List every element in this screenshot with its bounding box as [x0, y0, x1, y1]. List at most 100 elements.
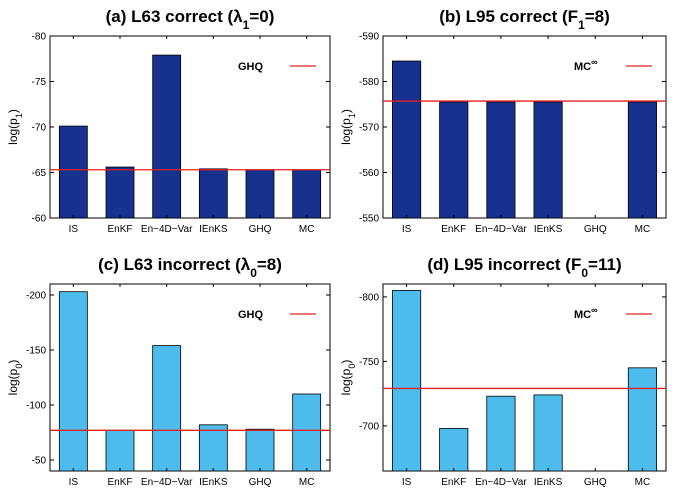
bar-enkf	[105, 429, 135, 472]
x-tick-label: GHQ	[584, 224, 607, 235]
bar-en-4d-var	[152, 345, 182, 472]
legend-label-part-0: MC	[574, 61, 591, 73]
y-axis-label-part-0: log(p	[339, 118, 353, 145]
x-tick-label: GHQ	[249, 224, 272, 235]
bar-mc	[292, 393, 322, 472]
y-tick-label: -80	[32, 32, 47, 43]
panel-title-part-0: (b) L95 correct (F	[439, 7, 578, 26]
y-tick-label: -100	[26, 401, 46, 412]
bar-ienks	[198, 424, 228, 472]
y-axis-label-part-1: 0	[347, 364, 357, 369]
bar-mc	[627, 101, 657, 219]
y-axis-label: log(p1)	[339, 109, 357, 145]
panel-0: IS EnKF En−4D−Var IEnKS GHQ MC -60 -65 -70 -75 -80…	[6, 7, 331, 235]
panel-title-part-2: =8)	[585, 7, 610, 26]
bar-is	[392, 60, 422, 219]
bar-ienks	[533, 394, 563, 472]
y-tick-label: -800	[359, 292, 379, 303]
x-tick-label: GHQ	[249, 477, 272, 488]
x-tick-label: IS	[69, 477, 79, 488]
x-tick-label: IS	[402, 224, 412, 235]
bar-en-4d-var	[152, 54, 182, 219]
x-tick-label: En−4D−Var	[475, 477, 527, 488]
bar-ienks	[198, 168, 228, 219]
bar-enkf	[439, 101, 469, 219]
y-axis-label-part-2: )	[339, 360, 353, 364]
plot-frame	[382, 283, 667, 472]
y-tick-label: -580	[359, 77, 379, 88]
y-axis-label-part-2: )	[339, 109, 353, 113]
y-axis-label-part-1: 0	[14, 364, 24, 369]
panel-3: IS EnKF En−4D−Var IEnKS GHQ MC-700-750-800MC∞…	[339, 255, 667, 488]
y-tick-label: -60	[32, 214, 47, 225]
bar-ghq	[245, 169, 275, 219]
x-tick-label: MC	[635, 477, 651, 488]
bar-en-4d-var	[486, 101, 516, 219]
x-tick-label: EnKF	[107, 477, 132, 488]
x-tick-label: IS	[402, 477, 412, 488]
legend-label: MC∞	[574, 305, 598, 321]
y-tick-label: -65	[32, 168, 47, 179]
y-axis-label-part-0: log(p	[339, 368, 353, 395]
bar-is	[392, 290, 422, 472]
y-tick-label: -590	[359, 32, 379, 43]
plot-frame	[49, 283, 331, 472]
y-tick-label: -700	[359, 421, 379, 432]
legend-label-part-0: MC	[574, 309, 591, 321]
y-tick-label: -570	[359, 123, 379, 134]
y-tick-label: -550	[359, 214, 379, 225]
bar-is	[58, 125, 88, 219]
bar-mc	[292, 169, 322, 219]
panel-title: (a) L63 correct (λ1=0)	[106, 7, 275, 32]
y-tick-label: -50	[32, 456, 47, 467]
x-tick-label: IS	[69, 224, 79, 235]
y-tick-label: -750	[359, 357, 379, 368]
legend-label: GHQ	[238, 61, 264, 73]
bar-en-4d-var	[486, 395, 516, 472]
x-tick-label: IEnKS	[534, 477, 563, 488]
plot-frame	[382, 35, 667, 219]
panel-title-part-1: 1	[243, 18, 250, 32]
panel-title-part-0: (d) L95 incorrect (F	[427, 255, 581, 274]
panel-title-part-1: 0	[250, 266, 257, 280]
panel-2: IS EnKF En−4D−Var IEnKS GHQ MC -50 -100 -150 -200…	[6, 255, 331, 488]
legend-label-part-1: ∞	[591, 305, 598, 315]
y-axis-label: log(p1)	[6, 109, 24, 145]
x-tick-label: En−4D−Var	[475, 224, 527, 235]
x-tick-label: En−4D−Var	[141, 477, 193, 488]
x-tick-label: IEnKS	[199, 477, 228, 488]
x-tick-label: EnKF	[441, 224, 466, 235]
panel-title-part-2: =11)	[588, 255, 622, 274]
panel-title: (b) L95 correct (F1=8)	[439, 7, 610, 32]
bar-enkf	[105, 166, 135, 219]
y-tick-label: -70	[32, 123, 47, 134]
panel-title-part-0: (a) L63 correct (λ	[106, 7, 244, 26]
y-axis-label-part-0: log(p	[6, 118, 20, 145]
panel-title: (d) L95 incorrect (F0=11)	[427, 255, 621, 280]
y-axis-label-part-2: )	[6, 360, 20, 364]
y-axis-label: log(p0)	[6, 360, 24, 396]
y-axis-label-part-0: log(p	[6, 368, 20, 395]
panel-title-part-2: =8)	[257, 255, 282, 274]
x-tick-label: MC	[299, 477, 315, 488]
bar-ghq	[245, 428, 275, 472]
y-tick-label: -200	[26, 291, 46, 302]
panel-1: IS EnKF En−4D−Var IEnKS GHQ MC -550 -560 -570 -58…	[339, 7, 667, 235]
legend-label: GHQ	[238, 309, 264, 321]
x-tick-label: IEnKS	[534, 224, 563, 235]
x-tick-label: MC	[299, 224, 315, 235]
panel-title-part-0: (c) L63 incorrect (λ	[98, 255, 251, 274]
y-axis-label-part-1: 1	[347, 113, 357, 118]
x-tick-label: EnKF	[441, 477, 466, 488]
bar-is	[58, 291, 88, 472]
legend-label-part-0: GHQ	[238, 61, 264, 73]
legend-label-part-1: ∞	[591, 57, 598, 67]
bar-ienks	[533, 101, 563, 219]
y-tick-label: -75	[32, 77, 47, 88]
y-axis-label: log(p0)	[339, 360, 357, 396]
y-axis-label-part-2: )	[6, 109, 20, 113]
x-tick-label: GHQ	[584, 477, 607, 488]
panel-title: (c) L63 incorrect (λ0=8)	[98, 255, 282, 280]
bar-mc	[627, 367, 657, 472]
